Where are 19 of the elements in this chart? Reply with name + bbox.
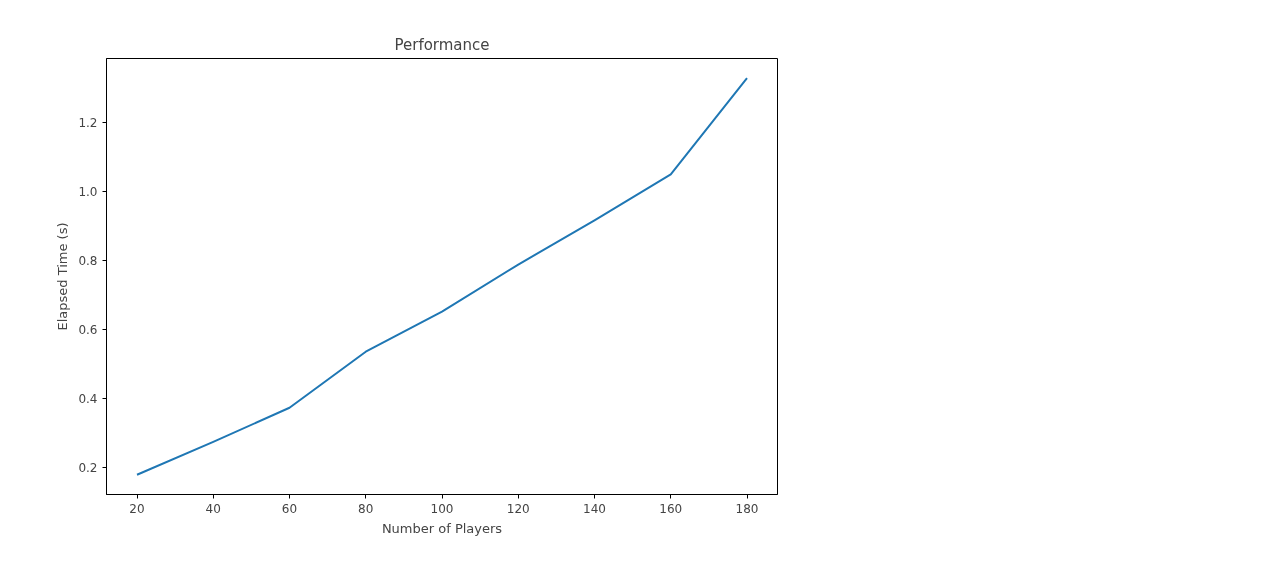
x-tick-label: 20 <box>129 501 145 516</box>
y-axis-title: Elapsed Time (s) <box>55 222 71 331</box>
y-tick-label: 0.6 <box>78 323 98 338</box>
x-tick-label: 40 <box>205 501 221 516</box>
y-tick-label: 0.4 <box>78 392 98 407</box>
x-tick-label: 180 <box>735 501 759 516</box>
y-tick-label: 1.2 <box>78 115 98 130</box>
x-tick-label: 120 <box>506 501 530 516</box>
line-series <box>136 77 748 476</box>
x-tick-label: 60 <box>281 501 298 516</box>
y-tick-label: 0.8 <box>78 253 98 268</box>
x-tick-label: 80 <box>358 501 374 516</box>
x-axis-title: Number of Players <box>381 520 503 536</box>
y-tick-label: 0.2 <box>78 461 98 476</box>
y-tick-label: 1.0 <box>78 184 98 199</box>
chart-title: Performance <box>394 35 490 54</box>
x-tick-label: 100 <box>430 501 454 516</box>
x-tick-label: 140 <box>583 501 606 516</box>
x-tick-label: 160 <box>659 501 683 516</box>
